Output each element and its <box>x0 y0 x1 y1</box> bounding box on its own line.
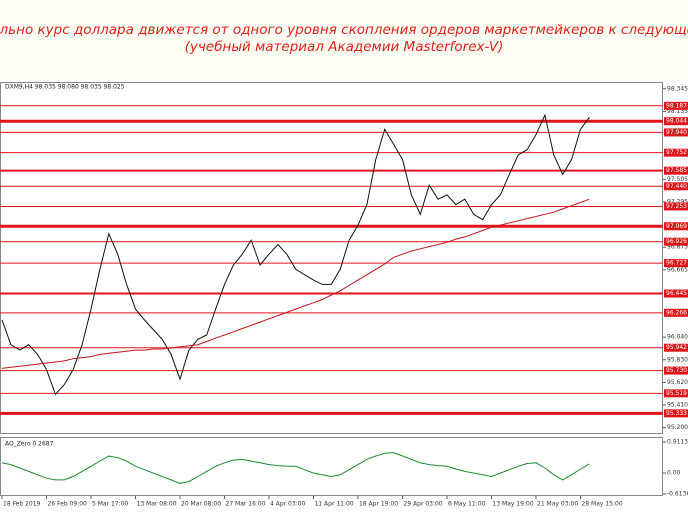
header-title: Реально курс доллара движется от одного … <box>0 22 688 38</box>
panel-title: AO_Zero 0.2687 <box>5 441 54 448</box>
x-tick-label: 27 Mar 16:00 <box>226 501 266 508</box>
level-label-box <box>664 259 688 268</box>
x-tick-label: 13 Mar 08:00 <box>137 501 177 508</box>
y-tick-label: 95.410 <box>667 402 688 409</box>
level-label: 96.926 <box>666 238 687 245</box>
y-tick-label: 95.620 <box>667 379 688 386</box>
y-tick-label: -0.6136 <box>667 491 688 498</box>
level-label-box <box>664 237 688 246</box>
level-label-box <box>664 202 688 211</box>
y-tick-label: 97.505 <box>667 176 688 183</box>
y-tick-label: 98.345 <box>667 85 688 92</box>
x-tick-label: 11 Apr 11:00 <box>315 501 354 508</box>
level-label: 96.727 <box>666 260 687 267</box>
level-label: 95.519 <box>666 390 687 397</box>
level-label: 95.942 <box>666 344 687 351</box>
level-label-box <box>664 222 688 231</box>
x-tick-label: 18 Feb 2019 <box>3 501 41 508</box>
y-tick-label: 95.200 <box>667 424 688 431</box>
main-panel <box>0 82 663 434</box>
level-label: 97.253 <box>666 203 687 210</box>
y-tick-label: 97.295 <box>667 198 688 205</box>
level-label-box <box>664 389 688 398</box>
y-tick-label: 98.135 <box>667 108 688 115</box>
x-tick-label: 29 Apr 03:00 <box>404 501 443 508</box>
series-line <box>1 452 590 484</box>
y-tick-label: 95.830 <box>667 356 688 363</box>
level-label-box <box>664 182 688 191</box>
y-tick-label: 0.00 <box>667 470 681 477</box>
x-tick-label: 20 Mar 08:00 <box>181 501 221 508</box>
panel-title: DXM9,H4 98.035 98.080 98.035 98.025 <box>5 84 125 91</box>
level-label-box <box>664 148 688 157</box>
header-background <box>0 0 688 80</box>
y-tick-label: 0.9113 <box>667 439 688 446</box>
level-label-box <box>664 101 688 110</box>
level-label-box <box>664 343 688 352</box>
level-label: 96.445 <box>666 290 687 297</box>
x-tick-label: 5 Mar 17:00 <box>92 501 128 508</box>
y-tick-label: 96.875 <box>667 244 688 251</box>
level-label: 95.333 <box>666 410 687 417</box>
series-line <box>1 198 590 369</box>
level-label: 97.069 <box>666 223 687 230</box>
x-tick-label: 26 Feb 09:00 <box>48 501 88 508</box>
x-tick-label: 6 May 11:00 <box>448 501 486 508</box>
level-label-box <box>664 166 688 175</box>
header-subtitle: (учебный материал Академии Masterforex-V… <box>185 39 504 55</box>
oscillator-panel <box>0 437 663 496</box>
y-tick-label: 96.040 <box>667 334 688 341</box>
level-label: 98.044 <box>666 118 687 125</box>
x-tick-label: 28 May 15:00 <box>582 501 623 508</box>
level-label: 97.752 <box>666 149 687 156</box>
x-tick-label: 18 Apr 19:00 <box>359 501 398 508</box>
level-label: 95.730 <box>666 367 687 374</box>
level-label-box <box>664 409 688 418</box>
x-tick-label: 13 May 19:00 <box>493 501 534 508</box>
level-label-box <box>664 308 688 317</box>
level-label: 97.940 <box>666 129 687 136</box>
level-label-box <box>664 289 688 298</box>
series-line <box>1 113 590 396</box>
x-tick-label: 4 Apr 03:00 <box>270 501 305 508</box>
x-tick-label: 21 May 03:00 <box>537 501 578 508</box>
level-label: 97.585 <box>666 167 687 174</box>
level-label-box <box>664 128 688 137</box>
level-label-box <box>664 117 688 126</box>
level-label-box <box>664 366 688 375</box>
level-label: 97.440 <box>666 183 687 190</box>
y-tick-label: 96.665 <box>667 266 688 273</box>
level-label: 96.266 <box>666 309 687 316</box>
level-label: 98.187 <box>666 102 687 109</box>
